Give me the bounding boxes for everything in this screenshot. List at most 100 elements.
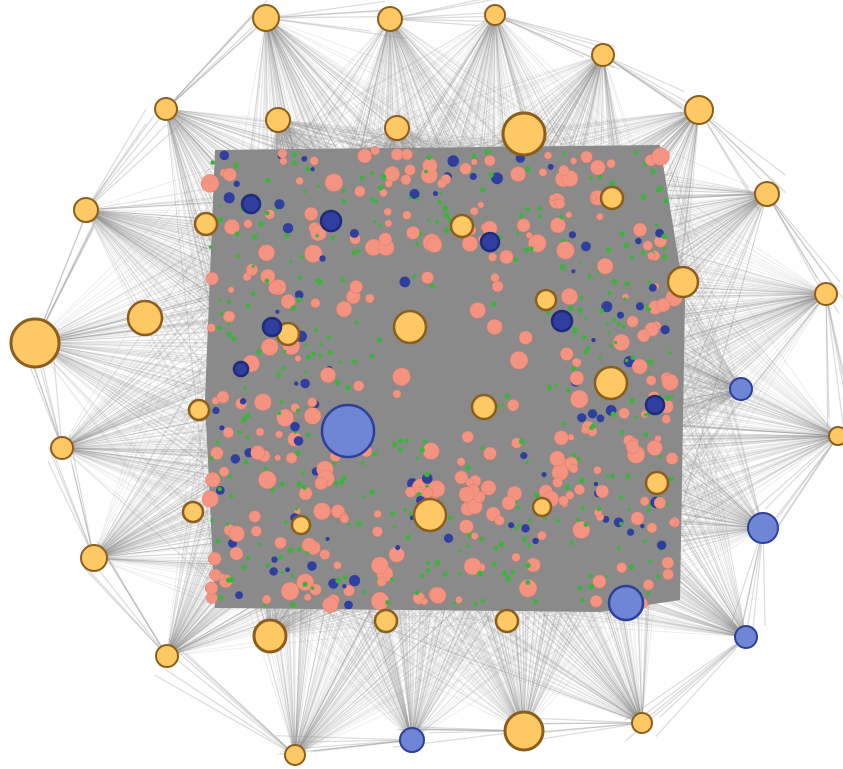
- edge: [265, 17, 373, 154]
- node: [447, 216, 452, 222]
- node: [240, 564, 247, 571]
- node: [479, 536, 484, 542]
- edge: [739, 527, 764, 637]
- node: [216, 390, 230, 404]
- node: [455, 596, 463, 604]
- node: [513, 526, 518, 531]
- node: [274, 199, 285, 210]
- node: [304, 244, 323, 263]
- node: [330, 235, 336, 241]
- node: [504, 393, 510, 400]
- node: [310, 167, 315, 172]
- edge: [34, 199, 93, 344]
- edge: [677, 306, 742, 390]
- node: [263, 466, 268, 471]
- edge: [165, 108, 505, 155]
- edge: [602, 54, 685, 93]
- node: [562, 151, 567, 156]
- edge: [165, 20, 260, 110]
- node: [348, 575, 361, 587]
- node: [235, 253, 240, 258]
- node: [369, 353, 375, 359]
- edge: [674, 273, 827, 295]
- node: [362, 589, 367, 594]
- edge: [672, 152, 768, 195]
- node: [449, 213, 475, 239]
- node: [567, 433, 575, 441]
- node: [390, 148, 404, 161]
- node: [290, 421, 300, 432]
- edge: [61, 377, 228, 449]
- edge: [741, 527, 764, 627]
- edge: [494, 14, 615, 47]
- node: [647, 359, 653, 365]
- node: [617, 321, 621, 326]
- edge: [165, 13, 254, 110]
- node: [309, 583, 322, 596]
- node: [488, 252, 498, 262]
- node: [633, 222, 648, 237]
- edge: [80, 560, 168, 657]
- node: [605, 474, 610, 478]
- node: [187, 398, 211, 422]
- edge: [624, 636, 747, 721]
- node: [471, 153, 477, 159]
- node: [616, 545, 621, 550]
- edge: [165, 0, 268, 110]
- node: [304, 370, 308, 374]
- node: [217, 216, 224, 223]
- node: [593, 481, 599, 487]
- node: [233, 180, 240, 188]
- node: [333, 480, 339, 486]
- node: [290, 601, 296, 608]
- edge: [185, 652, 296, 756]
- node: [655, 223, 659, 227]
- node: [631, 358, 648, 375]
- node: [486, 319, 503, 335]
- node: [379, 188, 388, 197]
- node: [361, 494, 365, 499]
- node: [653, 496, 666, 509]
- edge: [655, 636, 747, 738]
- node: [598, 308, 605, 314]
- node: [523, 247, 529, 253]
- edge: [411, 586, 559, 741]
- node: [342, 584, 347, 589]
- node: [516, 505, 520, 510]
- node: [613, 340, 618, 345]
- node: [581, 241, 591, 252]
- node: [610, 474, 615, 479]
- node: [306, 432, 311, 438]
- edge: [85, 209, 215, 299]
- node: [341, 189, 346, 193]
- node: [470, 206, 479, 216]
- node: [488, 150, 492, 154]
- edge: [314, 14, 496, 163]
- node: [647, 252, 656, 261]
- node: [633, 151, 638, 156]
- node: [684, 95, 714, 125]
- node: [274, 536, 287, 549]
- node: [243, 386, 248, 391]
- node: [260, 268, 276, 284]
- node: [577, 307, 583, 314]
- node: [302, 581, 308, 588]
- node: [300, 378, 310, 389]
- edge: [34, 342, 236, 512]
- node: [443, 212, 450, 219]
- node: [205, 472, 221, 488]
- node: [577, 413, 587, 423]
- edge: [158, 664, 296, 756]
- node: [265, 563, 271, 568]
- edge: [698, 109, 780, 189]
- edge: [93, 256, 218, 559]
- edge: [85, 108, 168, 211]
- node: [264, 210, 270, 216]
- node: [509, 351, 529, 370]
- node: [372, 526, 383, 538]
- node: [565, 211, 573, 219]
- node: [301, 537, 317, 552]
- node: [631, 712, 653, 734]
- node: [234, 231, 240, 237]
